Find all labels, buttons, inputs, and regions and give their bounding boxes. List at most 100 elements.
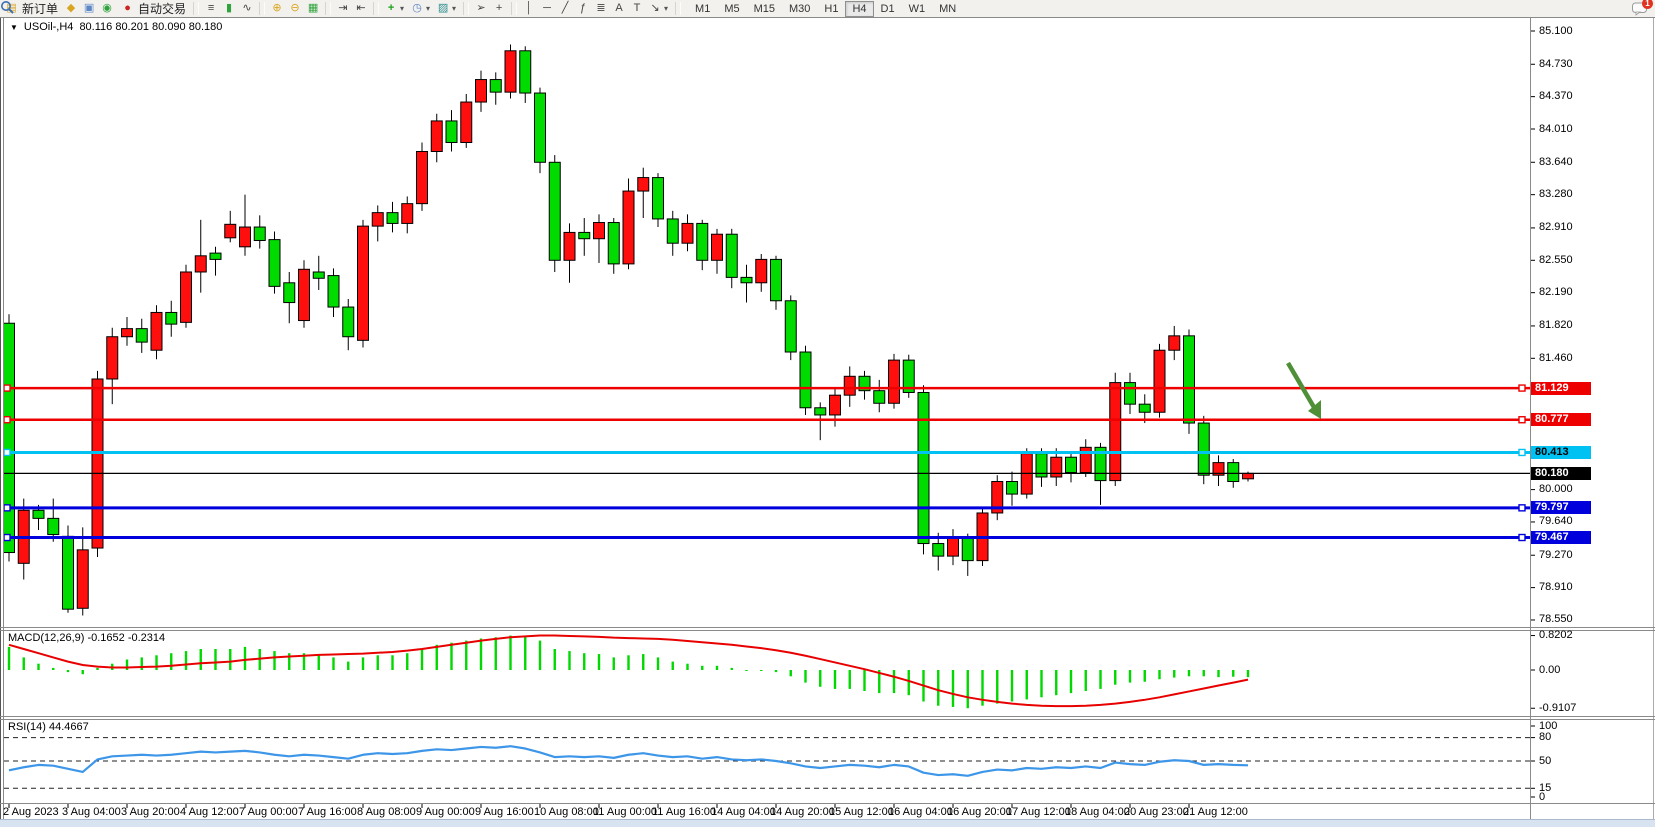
timeframe-m15[interactable]: M15 (753, 2, 775, 15)
candle-up (371, 212, 384, 227)
line-anchor[interactable] (1518, 504, 1526, 512)
macd-rsi-splitter[interactable] (0, 719, 1655, 720)
signals-icon[interactable]: ◉ (102, 2, 112, 14)
line-anchor[interactable] (3, 533, 11, 542)
candle-down (342, 306, 355, 338)
template-icon[interactable]: ▨ (437, 2, 449, 14)
line-chart-icon[interactable]: ∿ (242, 2, 252, 14)
price-axis-label: 85.100 (1539, 24, 1573, 37)
line-anchor[interactable] (1518, 448, 1526, 457)
candle-down (312, 271, 325, 279)
candle-up (1212, 462, 1225, 476)
bar-chart-icon[interactable]: ≡ (207, 2, 215, 14)
timeframe-mn[interactable]: MN (939, 2, 957, 15)
candlestick-chart-icon[interactable]: ▮ (226, 2, 233, 14)
timeframe-h1[interactable]: H1 (824, 2, 839, 15)
line-anchor[interactable] (1518, 384, 1526, 392)
tile-windows-icon[interactable]: ▦ (307, 2, 319, 14)
time-axis-label: 4 Aug 12:00 (180, 806, 239, 818)
timeframe-m5[interactable]: M5 (724, 2, 740, 15)
chevron-down-icon[interactable]: ▾ (426, 4, 431, 13)
text-label-tool-icon[interactable]: T (633, 2, 641, 14)
toolbar-separator (325, 2, 332, 15)
macd-histogram-bar (420, 649, 424, 670)
line-anchor[interactable] (3, 384, 11, 392)
time-axis-label: 10 Aug 08:00 (534, 806, 599, 818)
candle-down (858, 375, 871, 392)
chevron-down-icon[interactable]: ▾ (400, 4, 405, 13)
macd-histogram-bar (435, 644, 438, 670)
channel-tool-icon[interactable]: ≣ (596, 2, 606, 14)
auto-scroll-icon[interactable]: ⇥ (338, 2, 348, 14)
timeframe-m30[interactable]: M30 (789, 2, 811, 15)
new-order-button[interactable]: ▤ 新订单 (0, 1, 62, 17)
collapse-triangle-icon[interactable]: ▼ (10, 22, 18, 32)
line-anchor[interactable] (3, 416, 11, 424)
line-anchor[interactable] (3, 448, 11, 457)
candle-down (770, 258, 782, 302)
candle-down (135, 328, 148, 343)
candle-down (209, 252, 222, 260)
annotation-arrow[interactable] (1286, 361, 1317, 411)
macd-histogram-bar (317, 655, 320, 670)
text-tool-icon[interactable]: A (615, 2, 623, 14)
macd-histogram-bar (553, 649, 556, 670)
price-axis-label: 83.280 (1539, 188, 1573, 201)
timeframe-h4[interactable]: H4 (845, 0, 874, 17)
candle-down (445, 120, 458, 144)
new-chart-icon[interactable]: + (387, 2, 395, 14)
macd-histogram-bar (199, 649, 202, 670)
macd-histogram-bar (686, 663, 689, 670)
market-watch-icon[interactable]: ▣ (83, 2, 95, 14)
one-click-trading-icon[interactable]: ◆ (66, 2, 76, 14)
main-macd-splitter[interactable] (0, 630, 1655, 631)
cursor-icon[interactable]: ➢ (476, 2, 486, 14)
zoom-out-icon[interactable]: ⊖ (290, 2, 300, 14)
chart-shift-icon[interactable]: ⇤ (356, 2, 366, 14)
main-macd-splitter[interactable] (0, 627, 1655, 628)
period-icon[interactable]: ◷ (412, 2, 422, 14)
candle-down (578, 231, 591, 240)
toolbar-separator (193, 2, 200, 15)
candle-up (1079, 446, 1092, 474)
timeframe-m1[interactable]: M1 (695, 2, 711, 15)
fibonacci-tool-icon[interactable]: ƒ (579, 2, 587, 14)
candle-down (607, 222, 620, 265)
candle-down (253, 226, 266, 242)
macd-rsi-splitter[interactable] (0, 716, 1655, 717)
timeframe-d1[interactable]: D1 (880, 2, 895, 15)
vertical-line-tool-icon[interactable]: │ (525, 2, 533, 14)
chevron-down-icon[interactable]: ▾ (664, 4, 669, 13)
trendline-tool-icon[interactable]: ╱ (561, 2, 569, 14)
auto-trading-button[interactable]: ● 自动交易 (116, 1, 190, 17)
arrows-tool-icon[interactable]: ↘ (650, 2, 660, 14)
macd-histogram-bar (981, 670, 984, 706)
timeframe-w1[interactable]: W1 (908, 2, 926, 15)
toolbar-separator (463, 2, 470, 15)
candle-down (268, 239, 281, 287)
price-tag: 79.797 (1531, 501, 1591, 515)
price-axis-border (1530, 17, 1531, 820)
notifications-icon[interactable]: 1 (1632, 0, 1653, 16)
macd-histogram-bar (450, 642, 453, 670)
candle-up (475, 79, 487, 103)
macd-histogram-bar (376, 655, 379, 670)
candle-up (150, 311, 163, 351)
chevron-down-icon[interactable]: ▾ (452, 4, 457, 13)
price-axis-label: 82.910 (1539, 221, 1573, 234)
line-anchor[interactable] (3, 504, 11, 512)
crosshair-icon[interactable]: + (495, 2, 503, 14)
line-anchor[interactable] (1518, 533, 1526, 542)
candle-down (932, 543, 945, 557)
candle-up (121, 328, 133, 338)
candle-down (1138, 403, 1151, 413)
price-axis-label: 84.370 (1539, 90, 1573, 103)
annotation-arrowhead[interactable] (1308, 400, 1321, 419)
candle-down (47, 517, 60, 536)
macd-histogram-bar (1217, 670, 1220, 678)
search-icon[interactable] (0, 0, 15, 15)
line-anchor[interactable] (1518, 416, 1526, 424)
zoom-in-icon[interactable]: ⊕ (272, 2, 282, 14)
horizontal-line-tool-icon[interactable]: ─ (543, 2, 551, 14)
